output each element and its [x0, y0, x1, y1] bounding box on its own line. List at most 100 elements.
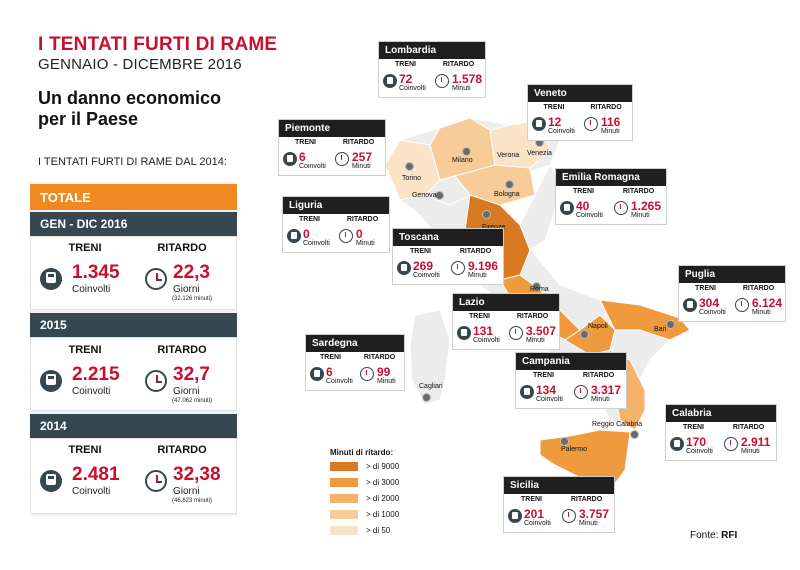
- train-icon: [520, 385, 534, 399]
- minutes-value: 116: [601, 115, 621, 129]
- minutes-value: 9.196: [468, 259, 499, 273]
- since-2014-label: I TENTATI FURTI DI RAME DAL 2014:: [38, 156, 227, 168]
- period-box-2016: [30, 236, 237, 310]
- trains-unit: Coinvolti: [473, 337, 500, 344]
- minutes-unit: Minuti: [741, 448, 760, 455]
- legend-swatch: [330, 510, 358, 519]
- minutes-unit: Minuti: [526, 337, 545, 344]
- city-dot-firenze: [482, 210, 491, 219]
- delay-minutes: (47.062 minuti): [172, 398, 213, 404]
- trains-unit: Coinvolti: [399, 85, 426, 92]
- col-trains: TRENI: [543, 104, 565, 111]
- region-puglia: [599, 299, 691, 341]
- col-trains: TRENI: [295, 139, 316, 146]
- callout-sicilia: Sicilia TRENI RITARDO 201 Coinvolti 3.757…: [503, 476, 615, 533]
- city-dot-palermo: [560, 437, 569, 446]
- col-header-delay: RITARDO: [157, 444, 207, 456]
- city-label-roma: Roma: [530, 286, 549, 293]
- city-label-verona: Verona: [497, 152, 520, 159]
- clock-icon: [435, 74, 449, 88]
- trains-value: 2.481: [72, 464, 120, 485]
- legend-title: Minuti di ritardo:: [330, 448, 394, 457]
- headline: Un danno economico per il Paese: [38, 88, 238, 130]
- city-dot-bari: [666, 320, 675, 329]
- minutes-value: 0: [356, 227, 363, 241]
- city-label-genova: Genova: [412, 192, 437, 199]
- delay-value: 22,3: [173, 262, 210, 283]
- trains-value: 269: [413, 259, 434, 273]
- minutes-unit: Minuti: [631, 212, 650, 219]
- trains-value: 1.345: [72, 262, 120, 283]
- clock-icon: [145, 268, 167, 290]
- col-trains: TRENI: [395, 61, 416, 68]
- col-delay: RITARDO: [363, 354, 396, 361]
- delay-value: 32,7: [173, 364, 210, 385]
- callout-calabria: Calabria TRENI RITARDO 170 Coinvolti 2.91…: [665, 404, 777, 461]
- minutes-value: 3.757: [579, 507, 610, 521]
- callout-lombardia: Lombardia TRENI RITARDO 72 Coinvolti 1.57…: [378, 41, 486, 98]
- clock-icon: [335, 152, 349, 166]
- clock-icon: [735, 298, 749, 312]
- city-dot-torino: [405, 162, 414, 171]
- callout-liguria: Liguria TRENI RITARDO 0 Coinvolti 0 Minut…: [282, 196, 390, 253]
- callout-title: Emilia Romagna: [556, 169, 666, 186]
- trains-unit: Coinvolti: [413, 272, 440, 279]
- page-title: I TENTATI FURTI DI RAME: [38, 34, 278, 55]
- trains-unit: Coinvolti: [72, 284, 111, 295]
- city-label-venezia: Venezia: [527, 150, 552, 157]
- trains-value: 170: [686, 435, 707, 449]
- clock-icon: [584, 117, 598, 131]
- legend-label: > di 50: [366, 526, 391, 535]
- callout-title: Liguria: [283, 197, 389, 214]
- clock-icon: [451, 261, 465, 275]
- clock-icon: [614, 201, 628, 215]
- minutes-value: 1.265: [631, 199, 662, 213]
- col-trains: TRENI: [683, 424, 704, 431]
- minutes-unit: Minuti: [579, 520, 598, 527]
- callout-title: Campania: [516, 353, 626, 370]
- period-bar-2015: 2015: [30, 313, 237, 337]
- delay-unit: Giorni: [173, 486, 200, 497]
- city-dot-roma: [532, 282, 541, 291]
- col-delay: RITARDO: [346, 216, 379, 223]
- trains-value: 304: [699, 296, 720, 310]
- legend-swatch: [330, 462, 358, 471]
- clock-icon: [360, 367, 374, 381]
- trains-unit: Coinvolti: [576, 212, 603, 219]
- city-dot-bologna: [505, 180, 514, 189]
- col-header-trains: TRENI: [68, 242, 102, 254]
- minutes-unit: Minuti: [452, 85, 471, 92]
- callout-veneto: Veneto TRENI RITARDO 12 Coinvolti 116 Min…: [527, 84, 633, 141]
- trains-unit: Coinvolti: [686, 448, 713, 455]
- trains-unit: Coinvolti: [536, 396, 563, 403]
- clock-icon: [724, 437, 738, 451]
- train-icon: [397, 261, 411, 275]
- clock-icon: [145, 470, 167, 492]
- minutes-unit: Minuti: [468, 272, 487, 279]
- city-dot-reggio-calabria: [630, 430, 639, 439]
- trains-value: 6: [326, 365, 333, 379]
- trains-value: 134: [536, 383, 557, 397]
- delay-minutes: (46.623 minuti): [172, 498, 213, 504]
- page-subtitle: GENNAIO - DICEMBRE 2016: [38, 56, 242, 73]
- legend-swatch: [330, 478, 358, 487]
- city-label-reggio-calabria: Reggio Calabria: [592, 421, 643, 428]
- delay-unit: Giorni: [173, 386, 200, 397]
- train-icon: [40, 470, 62, 492]
- city-label-firenze: Firenze: [482, 224, 505, 231]
- trains-unit: Coinvolti: [299, 163, 326, 170]
- region-sardegna: [409, 309, 451, 406]
- minutes-unit: Minuti: [356, 240, 375, 247]
- trains-unit: Coinvolti: [326, 378, 353, 385]
- legend-label: > di 2000: [366, 494, 400, 503]
- minutes-value: 2.911: [741, 435, 771, 449]
- col-header-trains: TRENI: [68, 444, 102, 456]
- headline-line-1: Un danno economico: [38, 88, 222, 108]
- city-label-milano: Milano: [452, 157, 473, 164]
- train-icon: [40, 268, 62, 290]
- minutes-value: 257: [352, 150, 373, 164]
- col-trains: TRENI: [533, 372, 554, 379]
- callout-emilia-romagna: Emilia Romagna TRENI RITARDO 40 Coinvolti…: [555, 168, 667, 225]
- col-delay: RITARDO: [732, 424, 765, 431]
- minutes-value: 3.317: [591, 383, 622, 397]
